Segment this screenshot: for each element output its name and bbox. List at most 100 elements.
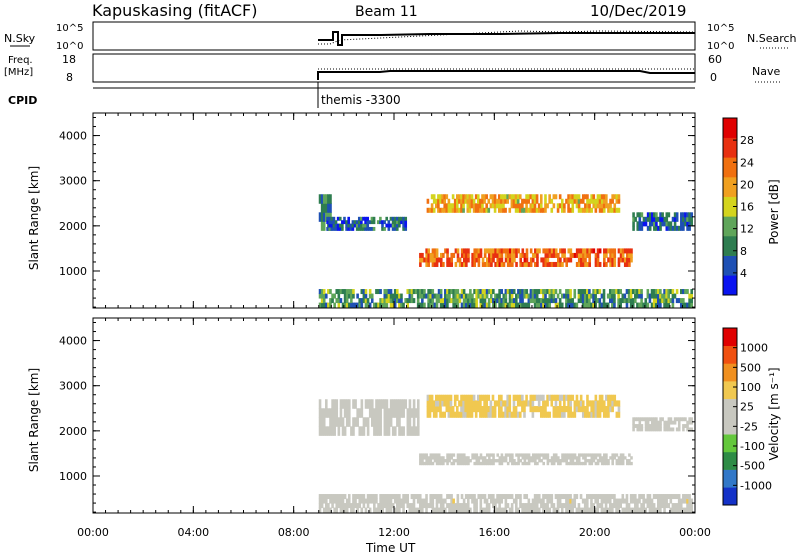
heatmap-cell: [432, 400, 436, 407]
heatmap-cell: [663, 298, 666, 304]
heatmap-cell: [389, 498, 393, 504]
heatmap-cell: [586, 203, 589, 209]
heatmap-cell: [443, 400, 447, 407]
heatmap-cell: [621, 456, 625, 460]
heatmap-cell: [426, 406, 430, 413]
heatmap-cell: [330, 223, 334, 228]
heatmap-cell: [548, 194, 551, 200]
heatmap-cell: [469, 298, 472, 304]
heatmap-cell: [402, 302, 405, 308]
heatmap-cell: [682, 424, 685, 428]
heatmap-cell: [345, 289, 349, 295]
heatmap-cell: [491, 198, 495, 204]
heatmap-cell: [644, 424, 648, 428]
heatmap-cell: [329, 494, 332, 500]
heatmap-cell: [579, 198, 583, 204]
heatmap-cell: [617, 289, 620, 295]
heatmap-cell: [648, 427, 652, 432]
heatmap-cell: [535, 302, 539, 308]
heatmap-cell: [332, 226, 336, 231]
heatmap-cell: [445, 203, 449, 209]
heatmap-cell: [375, 399, 378, 409]
heatmap-cell: [452, 302, 455, 308]
heatmap-cell: [481, 194, 484, 200]
heatmap-cell: [558, 406, 562, 413]
heatmap-cell: [594, 198, 598, 204]
heatmap-cell: [517, 453, 520, 457]
heatmap-cell: [475, 289, 478, 295]
heatmap-cell: [535, 289, 539, 295]
heatmap-cell: [638, 417, 642, 422]
heatmap-cell: [322, 203, 326, 213]
heatmap-cell: [387, 289, 391, 295]
heatmap-cell: [531, 406, 535, 413]
heatmap-cell: [500, 456, 504, 460]
heatmap-cell: [640, 507, 643, 513]
heatmap-cell: [437, 257, 441, 263]
heatmap-cell: [400, 293, 403, 299]
heatmap-cell: [366, 503, 370, 509]
heatmap-cell: [387, 226, 391, 231]
heatmap-cell: [544, 289, 547, 295]
heatmap-cell: [385, 507, 389, 513]
heatmap-cell: [451, 194, 455, 200]
heatmap-cell: [617, 198, 621, 204]
heatmap-cell: [364, 226, 367, 231]
heatmap-cell: [608, 289, 612, 295]
heatmap-cell: [451, 203, 455, 209]
heatmap-cell: [449, 207, 453, 213]
heatmap-cell: [557, 461, 560, 466]
heatmap-cell: [412, 507, 416, 513]
heatmap-cell: [446, 503, 449, 509]
heatmap-cell: [498, 494, 501, 500]
heatmap-cell: [423, 456, 426, 460]
heatmap-cell: [552, 252, 556, 258]
heatmap-cell: [619, 498, 623, 504]
heatmap-cell: [581, 498, 585, 504]
heatmap-cell: [521, 302, 524, 308]
heatmap-cell: [370, 498, 374, 504]
heatmap-cell: [439, 298, 443, 304]
heatmap-cell: [485, 203, 488, 209]
heatmap-cell: [675, 507, 679, 513]
heatmap-cell: [426, 198, 430, 204]
heatmap-cell: [462, 298, 466, 304]
heatmap-cell: [531, 194, 535, 200]
heatmap-cell: [644, 420, 648, 425]
heatmap-cell: [648, 293, 652, 299]
heatmap-cell: [563, 453, 566, 457]
heatmap-cell: [492, 257, 495, 263]
heatmap-cell: [508, 302, 512, 308]
heatmap-cell: [464, 298, 468, 304]
heatmap-cell: [523, 302, 526, 308]
heatmap-cell: [426, 394, 430, 401]
heatmap-cell: [366, 417, 370, 427]
heatmap-cell: [515, 293, 518, 299]
heatmap-cell: [548, 293, 552, 299]
heatmap-cell: [502, 261, 506, 267]
heatmap-cell: [492, 453, 495, 457]
heatmap-cell: [617, 207, 621, 213]
heatmap-cell: [608, 503, 612, 509]
heatmap-cell: [686, 427, 689, 432]
heatmap-cell: [389, 494, 393, 500]
heatmap-cell: [414, 507, 418, 513]
heatmap-cell: [456, 461, 460, 466]
heatmap-cell: [634, 298, 637, 304]
heatmap-cell: [358, 498, 362, 504]
heatmap-cell: [613, 394, 617, 401]
heatmap-cell: [345, 298, 349, 304]
heatmap-cell: [423, 453, 426, 457]
heatmap-cell: [498, 503, 501, 509]
heatmap-cell: [431, 453, 435, 457]
heatmap-cell: [352, 302, 355, 308]
heatmap-cell: [502, 302, 506, 308]
heatmap-cell: [458, 503, 462, 509]
heatmap-cell: [565, 498, 568, 504]
heatmap-cell: [320, 212, 324, 222]
heatmap-cell: [544, 293, 547, 299]
heatmap-cell: [483, 459, 487, 463]
heatmap-cell: [446, 453, 449, 457]
heatmap-cell: [665, 225, 669, 231]
heatmap-cell: [594, 461, 598, 466]
